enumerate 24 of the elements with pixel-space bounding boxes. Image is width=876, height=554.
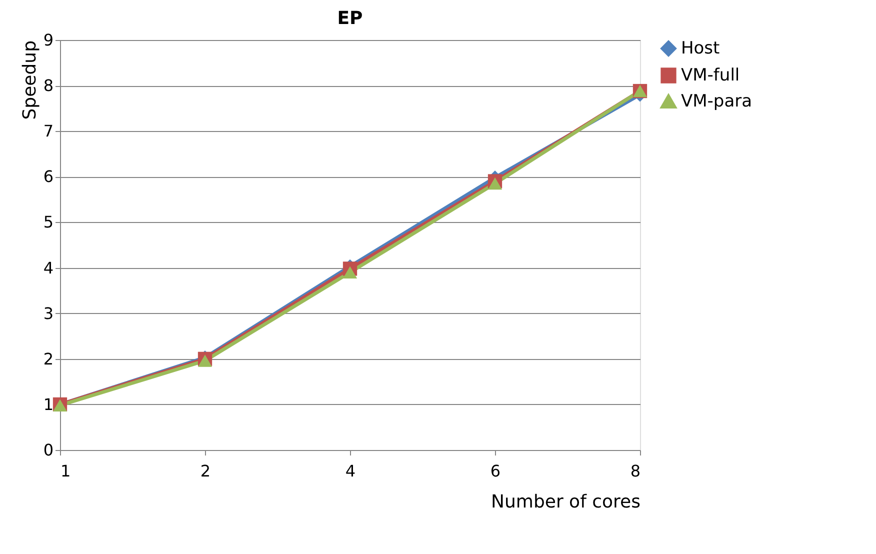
y-tick-label: 3 — [43, 304, 54, 323]
y-axis-title: Speedup — [19, 40, 40, 120]
y-tick-label: 4 — [43, 258, 54, 278]
y-tick-label: 0 — [43, 440, 54, 460]
point — [342, 266, 358, 278]
x-tick-label: 2 — [200, 462, 211, 480]
legend-label: VM-para — [681, 92, 752, 112]
y-tick-label: 1 — [43, 394, 54, 414]
point — [488, 177, 502, 190]
legend-label: VM-full — [681, 66, 740, 86]
x-tick-label: 6 — [490, 462, 501, 480]
y-tick-label: 9 — [43, 30, 54, 50]
y-tick-label: 8 — [43, 76, 54, 96]
point — [198, 354, 212, 367]
y-tick-label: 2 — [43, 349, 54, 368]
x-tick-label: 1 — [60, 462, 71, 480]
y-tick-label: 7 — [43, 122, 54, 141]
x-tick-label: 8 — [630, 462, 640, 480]
chart-title: EP — [337, 8, 363, 29]
x-tick-label: 4 — [345, 462, 356, 480]
x-axis-title: Number of cores — [491, 492, 640, 512]
legend-label: Host — [681, 38, 720, 58]
y-tick-label: 6 — [43, 167, 54, 186]
y-tick-label: 5 — [43, 212, 54, 232]
